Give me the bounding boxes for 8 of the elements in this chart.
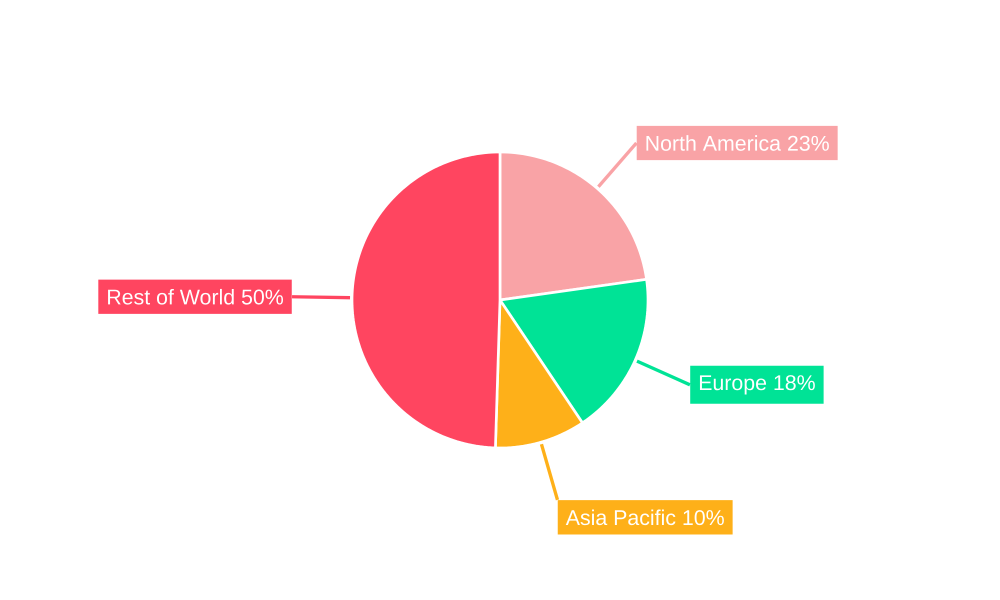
- data-label: 23%: [788, 136, 829, 151]
- slice-label: Rest of World: [108, 288, 234, 305]
- data-label: 10%: [684, 510, 724, 526]
- slice-label: Europe: [700, 375, 766, 394]
- slice-label: Asia Pacific: [566, 510, 676, 526]
- data-label: 18%: [774, 375, 815, 390]
- data-label: 50%: [242, 290, 284, 305]
- slice-label: North America: [646, 135, 781, 151]
